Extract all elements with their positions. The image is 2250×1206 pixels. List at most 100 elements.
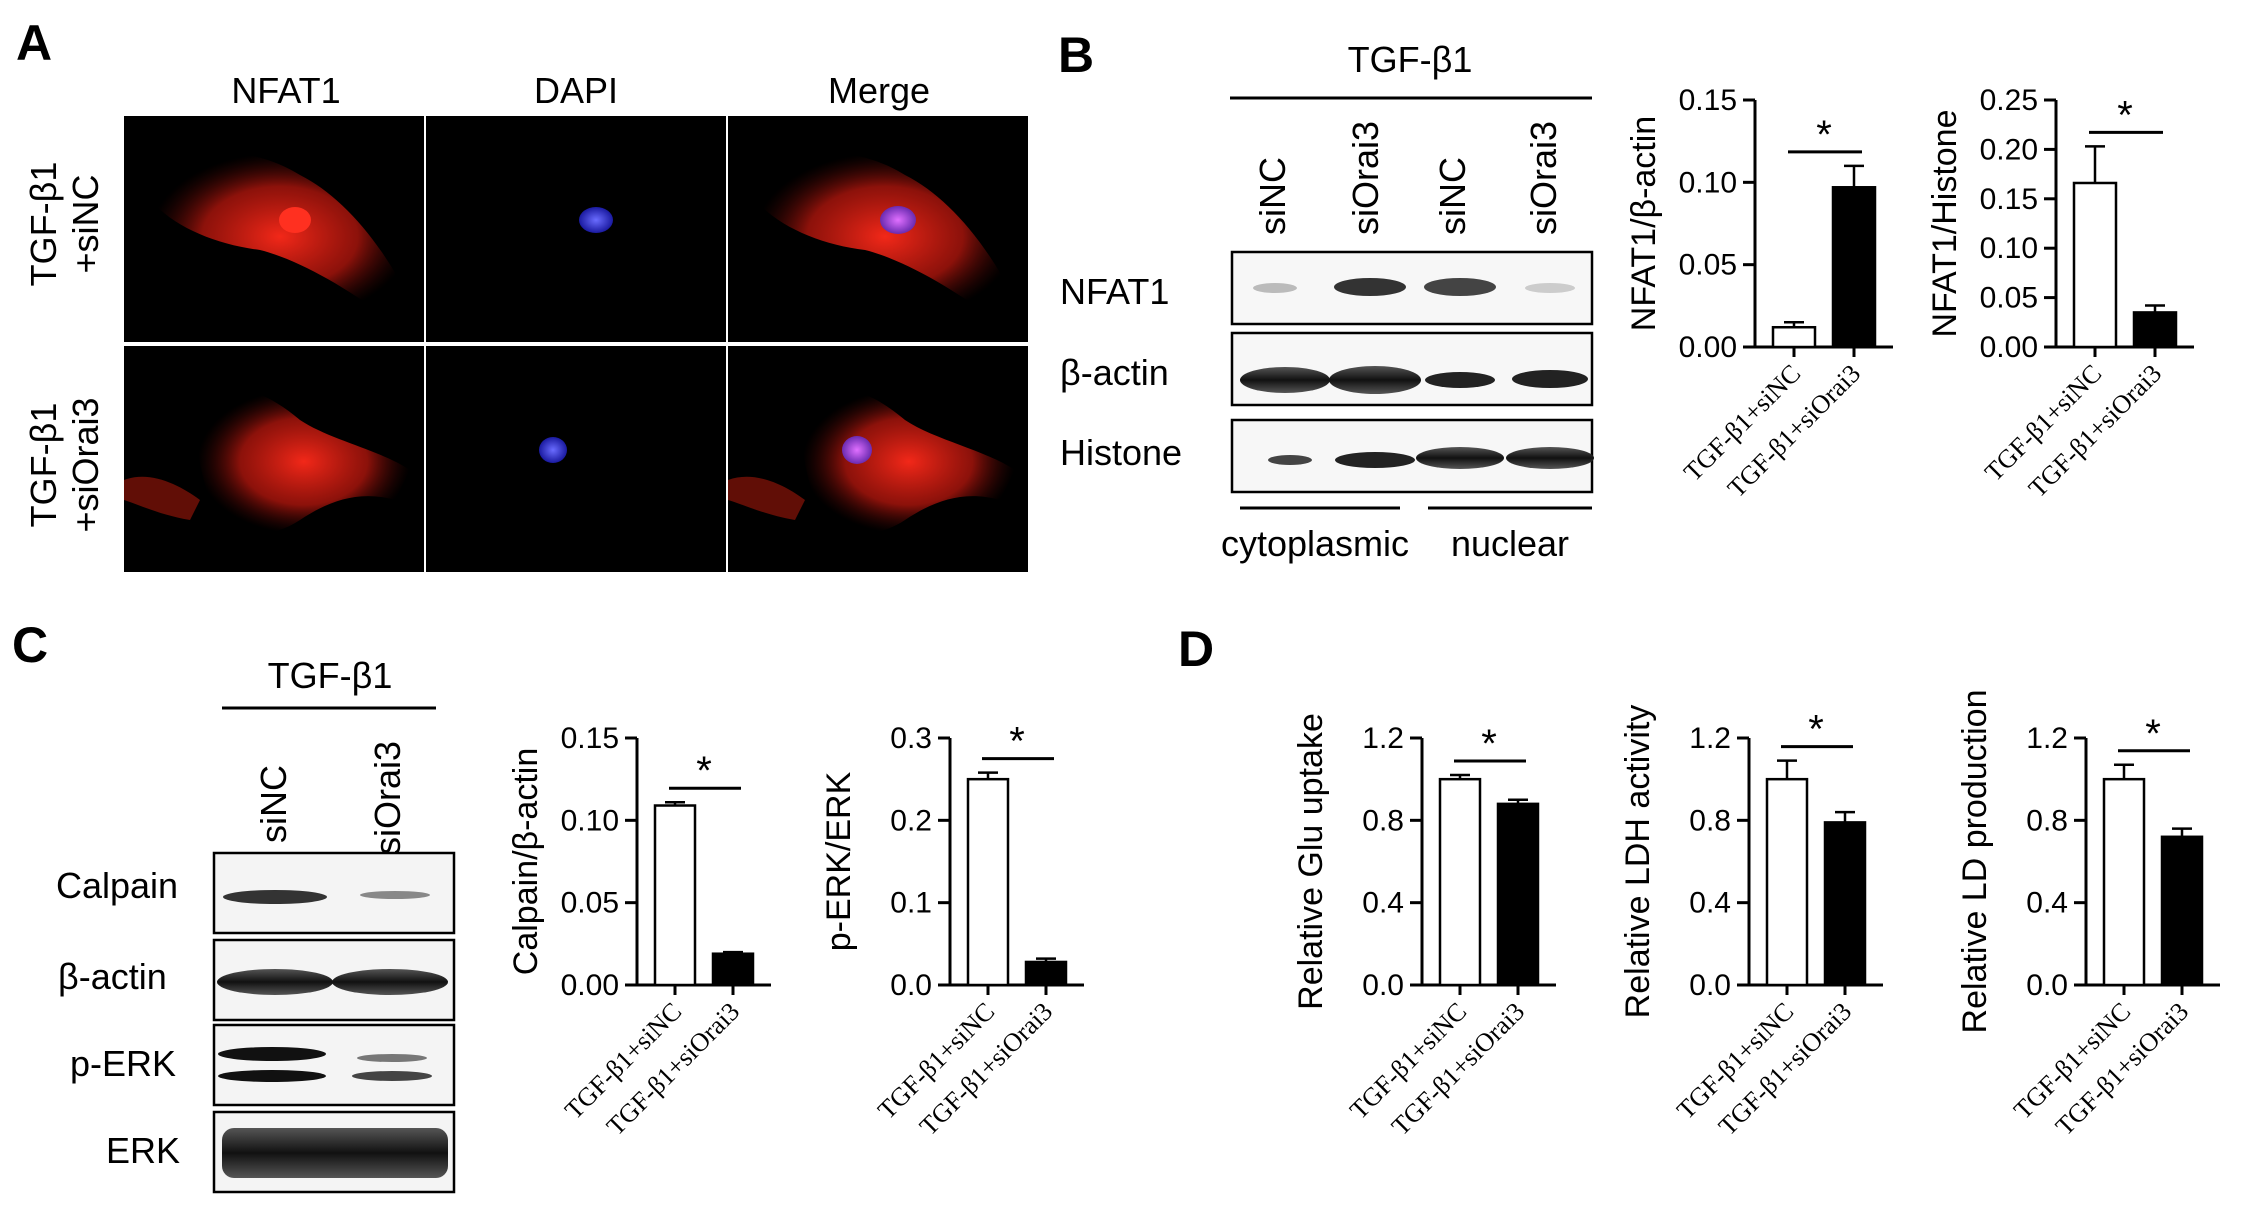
bar-sinc	[1765, 777, 1809, 987]
y-tick-label: 0.10	[1980, 232, 2038, 265]
significance-star: *	[1816, 113, 1832, 157]
y-tick-label: 1.2	[1362, 722, 1404, 755]
y-tick-label: 0.25	[1980, 84, 2038, 117]
svg-text:TGF-β1: TGF-β1	[23, 162, 64, 287]
y-tick-label: 0.00	[1679, 331, 1737, 364]
bar-siorai3	[1024, 960, 1068, 987]
b-lane-3: siNC	[1432, 157, 1473, 235]
c-blot-actin	[212, 938, 456, 1022]
y-tick-label: 1.2	[2026, 722, 2068, 755]
b-blot-nfat1	[1230, 250, 1594, 326]
y-tick-label: 0.05	[1980, 282, 2038, 315]
y-tick-label: 0.2	[890, 804, 932, 837]
b-treatment-label: TGF-β1	[1348, 39, 1473, 80]
y-axis-label: NFAT1/Histone	[1926, 109, 1964, 337]
panel-d-letter: D	[1178, 621, 1214, 677]
bar-sinc	[1438, 777, 1482, 987]
bar-siorai3	[1823, 821, 1867, 987]
bar-sinc	[653, 804, 697, 987]
y-axis-label: Relative LDH activity	[1619, 705, 1657, 1019]
bar-siorai3	[711, 952, 755, 987]
image-nfat1-sinc	[124, 116, 424, 342]
row-label-sinc: TGF-β1 +siNC	[23, 162, 106, 287]
y-tick-label: 0.0	[1362, 969, 1404, 1002]
col-header-merge: Merge	[828, 70, 930, 111]
col-header-dapi: DAPI	[534, 70, 618, 111]
chart-calpain-actin: 0.000.050.100.15Calpain/β-actinTGF-β1+si…	[507, 722, 771, 1141]
y-tick-label: 0.8	[2026, 804, 2068, 837]
significance-star: *	[2145, 712, 2161, 756]
c-blot-calpain	[212, 851, 456, 935]
b-blot-actin	[1230, 331, 1594, 407]
c-lane-labels: siNC siOrai3	[253, 741, 408, 855]
b-band-label-histone: Histone	[1060, 432, 1182, 473]
y-tick-label: 0.0	[1689, 969, 1731, 1002]
c-band-label-actin: β-actin	[58, 956, 167, 997]
b-blot-histone	[1230, 418, 1594, 494]
y-tick-label: 0.15	[561, 722, 619, 755]
y-tick-label: 0.8	[1689, 804, 1731, 837]
bar-siorai3	[1496, 802, 1540, 987]
c-blot-perk	[212, 1023, 456, 1107]
b-lane-4: siOrai3	[1523, 121, 1564, 235]
image-dapi-sinc	[426, 116, 726, 342]
significance-star: *	[1481, 722, 1497, 766]
y-tick-label: 0.15	[1679, 84, 1737, 117]
bar-sinc	[966, 777, 1010, 987]
significance-star: *	[1009, 720, 1025, 764]
y-axis-label: NFAT1/β-actin	[1625, 116, 1663, 331]
y-tick-label: 0.4	[1689, 887, 1731, 920]
c-band-label-erk: ERK	[106, 1130, 180, 1171]
y-axis-label: Relative Glu uptake	[1292, 713, 1330, 1010]
b-band-label-actin: β-actin	[1060, 352, 1169, 393]
y-tick-label: 0.15	[1980, 183, 2038, 216]
significance-star: *	[696, 749, 712, 793]
panel-b-letter: B	[1058, 27, 1094, 83]
chart-nfat1-histone: 0.000.050.100.150.200.25NFAT1/HistoneTGF…	[1926, 84, 2194, 503]
y-axis-label: p-ERK/ERK	[820, 771, 858, 951]
y-tick-label: 0.10	[561, 804, 619, 837]
y-tick-label: 0.8	[1362, 804, 1404, 837]
c-treatment-label: TGF-β1	[268, 655, 393, 696]
row-label-siorai3: TGF-β1 +siOrai3	[23, 397, 106, 532]
image-dapi-siorai3	[426, 346, 726, 572]
c-lane-1: siNC	[253, 765, 294, 843]
col-header-nfat1: NFAT1	[231, 70, 340, 111]
c-band-label-perk: p-ERK	[70, 1043, 176, 1084]
bar-sinc	[2072, 181, 2118, 349]
y-tick-label: 0.0	[2026, 969, 2068, 1002]
y-tick-label: 1.2	[1689, 722, 1731, 755]
b-lane-1: siNC	[1252, 157, 1293, 235]
b-fraction-cytoplasmic: cytoplasmic	[1221, 523, 1409, 564]
svg-text:+siOrai3: +siOrai3	[65, 397, 106, 532]
y-axis-label: Calpain/β-actin	[507, 748, 545, 975]
chart-perk-erk: 0.00.10.20.3p-ERK/ERKTGF-β1+siNCTGF-β1+s…	[820, 720, 1084, 1141]
bar-sinc	[1771, 325, 1817, 349]
svg-text:TGF-β1: TGF-β1	[23, 403, 64, 528]
bar-sinc	[2102, 777, 2146, 987]
b-fraction-nuclear: nuclear	[1451, 523, 1569, 564]
chart-nfat1-actin: 0.000.050.100.15NFAT1/β-actinTGF-β1+siNC…	[1625, 84, 1893, 503]
y-tick-label: 0.00	[1980, 331, 2038, 364]
panel-c-letter: C	[12, 617, 48, 673]
y-tick-label: 0.4	[1362, 887, 1404, 920]
c-lane-2: siOrai3	[367, 741, 408, 855]
y-tick-label: 0.00	[561, 969, 619, 1002]
y-tick-label: 0.4	[2026, 887, 2068, 920]
c-blot-erk	[212, 1110, 456, 1194]
y-tick-label: 0.3	[890, 722, 932, 755]
y-tick-label: 0.0	[890, 969, 932, 1002]
panel-a-letter: A	[16, 15, 52, 71]
significance-star: *	[2117, 93, 2133, 137]
bar-siorai3	[1831, 186, 1877, 349]
y-tick-label: 0.10	[1679, 166, 1737, 199]
y-tick-label: 0.05	[561, 887, 619, 920]
significance-star: *	[1808, 708, 1824, 752]
svg-text:+siNC: +siNC	[65, 174, 106, 273]
image-nfat1-siorai3	[124, 346, 424, 572]
image-merge-siorai3	[728, 346, 1028, 572]
